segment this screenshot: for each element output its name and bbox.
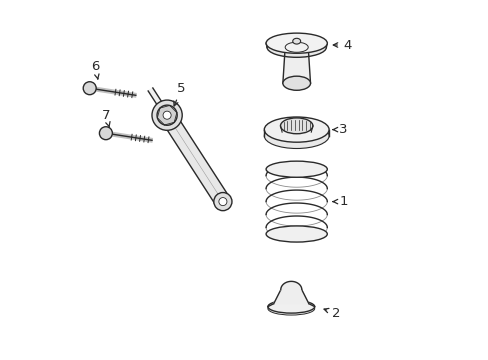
Ellipse shape: [280, 118, 312, 134]
Polygon shape: [282, 47, 310, 83]
Circle shape: [152, 100, 182, 130]
Polygon shape: [273, 290, 308, 303]
Ellipse shape: [265, 226, 326, 242]
Ellipse shape: [264, 123, 328, 148]
Ellipse shape: [264, 117, 328, 142]
Polygon shape: [148, 88, 169, 117]
Circle shape: [219, 198, 226, 206]
Polygon shape: [280, 282, 301, 290]
Text: 2: 2: [324, 307, 340, 320]
Text: 7: 7: [102, 109, 110, 127]
Ellipse shape: [265, 33, 326, 53]
Text: 5: 5: [173, 82, 185, 106]
Ellipse shape: [282, 76, 310, 90]
Text: 1: 1: [332, 195, 347, 208]
Circle shape: [157, 105, 177, 125]
Ellipse shape: [267, 300, 314, 313]
Circle shape: [163, 111, 171, 119]
Text: 3: 3: [332, 123, 347, 136]
Ellipse shape: [267, 302, 314, 315]
Ellipse shape: [292, 38, 300, 44]
Circle shape: [213, 193, 231, 211]
Polygon shape: [160, 111, 229, 206]
Ellipse shape: [265, 161, 326, 177]
Ellipse shape: [266, 37, 325, 57]
Text: 6: 6: [91, 60, 99, 79]
Circle shape: [99, 127, 112, 140]
Circle shape: [83, 82, 96, 95]
Text: 4: 4: [333, 39, 350, 51]
